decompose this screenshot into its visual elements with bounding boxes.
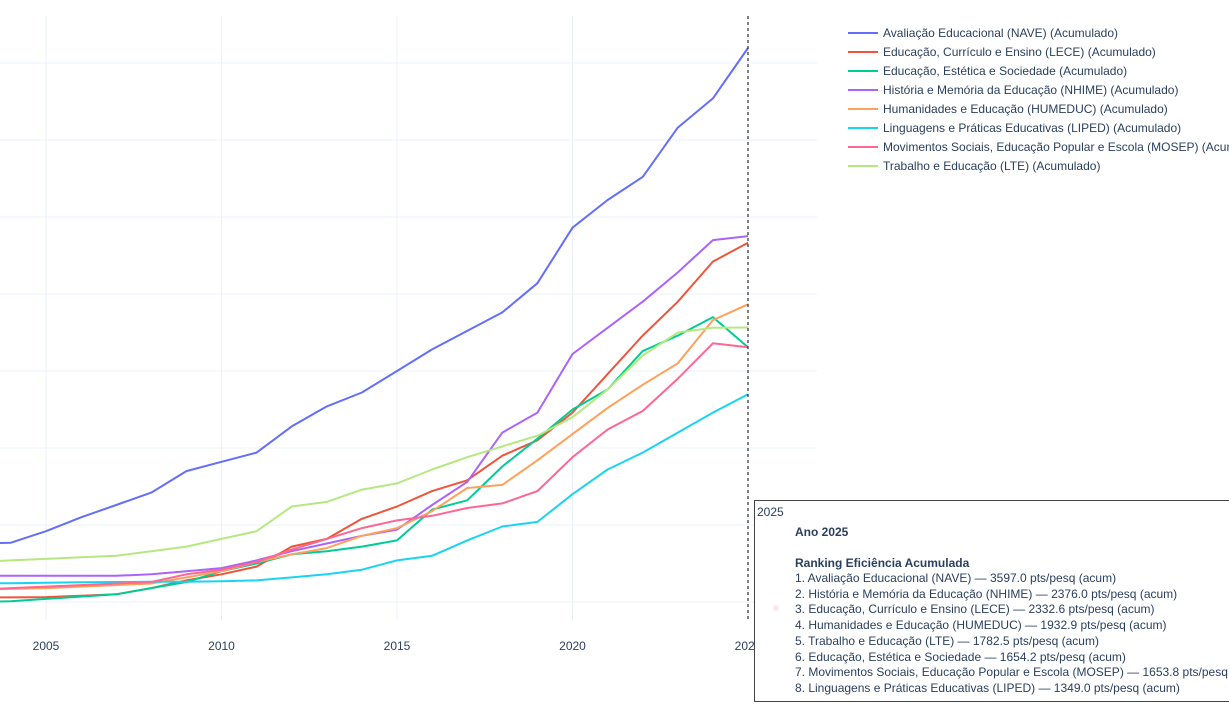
hover-ranking-line: 3. Educação, Currículo e Ensino (LECE) —…: [795, 602, 1155, 617]
legend-swatch-icon: [848, 126, 878, 129]
legend-label: Movimentos Sociais, Educação Popular e E…: [883, 139, 1229, 154]
hover-ranking-line: 5. Trabalho e Educação (LTE) — 1782.5 pt…: [795, 633, 1099, 648]
series-lines: [0, 47, 749, 603]
hover-ranking-line: 2. História e Memória da Educação (NHIME…: [795, 586, 1178, 601]
hover-ranking-line: 4. Humanidades e Educação (HUMEDUC) — 19…: [795, 618, 1167, 633]
series-line: [0, 393, 749, 585]
series-line: [0, 303, 749, 591]
series-line: [0, 316, 749, 603]
series-line: [0, 326, 749, 562]
legend-label: Trabalho e Educação (LTE) (Acumulado): [883, 158, 1101, 173]
series-line: [0, 342, 749, 590]
legend-item[interactable]: Educação, Currículo e Ensino (LECE) (Acu…: [848, 42, 1229, 61]
legend-swatch-icon: [848, 69, 878, 72]
legend-item[interactable]: Trabalho e Educação (LTE) (Acumulado): [848, 156, 1229, 175]
x-tick-label: 2010: [208, 639, 235, 653]
legend-swatch-icon: [848, 88, 878, 91]
hover-subtitle: Ranking Eficiência Acumulada: [795, 556, 970, 570]
legend-swatch-icon: [848, 31, 878, 34]
legend-label: História e Memória da Educação (NHIME) (…: [883, 82, 1179, 97]
hover-content: Ano 2025 Ranking Eficiência Acumulada 1.…: [795, 524, 1229, 697]
legend-item[interactable]: Educação, Estética e Sociedade (Acumulad…: [848, 61, 1229, 80]
legend-label: Avaliação Educacional (NAVE) (Acumulado): [883, 25, 1119, 40]
legend-swatch-icon: [848, 164, 878, 167]
legend-item[interactable]: História e Memória da Educação (NHIME) (…: [848, 80, 1229, 99]
legend-item[interactable]: Humanidades e Educação (HUMEDUC) (Acumul…: [848, 99, 1229, 118]
legend-swatch-icon: [848, 50, 878, 53]
legend: Avaliação Educacional (NAVE) (Acumulado)…: [848, 23, 1229, 175]
x-tick-label: 2020: [559, 639, 586, 653]
legend-label: Humanidades e Educação (HUMEDUC) (Acumul…: [883, 101, 1168, 116]
hover-title: Ano 2025: [795, 525, 849, 539]
series-line: [0, 47, 749, 544]
legend-item[interactable]: Linguagens e Práticas Educativas (LIPED)…: [848, 118, 1229, 137]
legend-label: Educação, Currículo e Ensino (LECE) (Acu…: [883, 44, 1156, 59]
legend-item[interactable]: Avaliação Educacional (NAVE) (Acumulado): [848, 23, 1229, 42]
legend-label: Educação, Estética e Sociedade (Acumulad…: [883, 63, 1128, 78]
hover-tooltip: 2025 Ano 2025 Ranking Eficiência Acumula…: [754, 500, 1229, 702]
legend-item[interactable]: Movimentos Sociais, Educação Popular e E…: [848, 137, 1229, 156]
hover-ranking-line: 7. Movimentos Sociais, Educação Popular …: [795, 665, 1229, 680]
hover-marker-icon: [773, 605, 779, 611]
x-axis-ticks: 2005 2010 2015 2020 2025: [33, 639, 762, 653]
hover-ranking-line: 1. Avaliação Educacional (NAVE) — 3597.0…: [795, 571, 1117, 585]
legend-swatch-icon: [848, 145, 878, 148]
legend-label: Linguagens e Práticas Educativas (LIPED)…: [883, 120, 1182, 135]
x-tick-label: 2005: [33, 639, 60, 653]
hover-ranking-line: 8. Linguagens e Práticas Educativas (LIP…: [795, 680, 1180, 695]
legend-swatch-icon: [848, 107, 878, 110]
hover-year-label: 2025: [757, 505, 784, 519]
x-tick-label: 2015: [384, 639, 411, 653]
hover-ranking-line: 6. Educação, Estética e Sociedade — 1654…: [795, 649, 1126, 664]
